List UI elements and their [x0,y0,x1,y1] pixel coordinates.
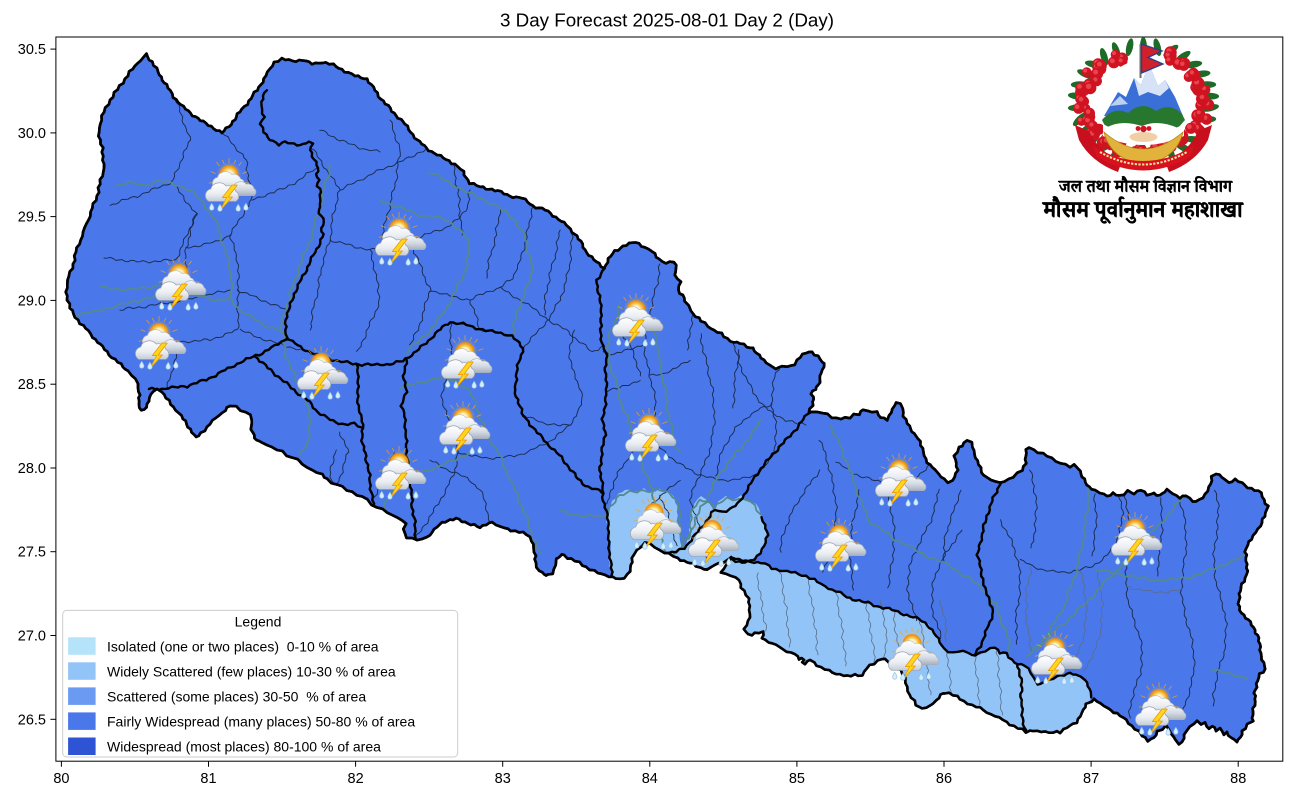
svg-text:83: 83 [495,771,511,787]
svg-text:81: 81 [200,771,216,787]
svg-text:82: 82 [348,771,364,787]
svg-text:29.0: 29.0 [18,293,46,309]
svg-text:88: 88 [1230,771,1246,787]
svg-text:28.0: 28.0 [18,461,46,477]
svg-text:87: 87 [1083,771,1099,787]
svg-text:Fairly Widespread (many places: Fairly Widespread (many places) 50-80 % … [107,714,415,730]
svg-text:85: 85 [789,771,805,787]
svg-text:86: 86 [936,771,952,787]
svg-text:30.0: 30.0 [18,126,46,142]
svg-text:27.5: 27.5 [18,545,46,561]
svg-text:Isolated (one or two places): Isolated (one or two places) 0-10 % of a… [107,639,379,655]
svg-text:30.5: 30.5 [18,42,46,58]
svg-text:Legend: Legend [235,614,282,630]
svg-text:29.5: 29.5 [18,210,46,226]
svg-text:27.0: 27.0 [18,629,46,645]
svg-text:80: 80 [53,771,69,787]
svg-text:84: 84 [642,771,658,787]
svg-text:Widespread (most places) 80-10: Widespread (most places) 80-100 % of are… [107,739,381,755]
svg-text:28.5: 28.5 [18,377,46,393]
svg-text:Widely Scattered (few places): Widely Scattered (few places) 10-30 % of… [107,664,396,680]
svg-text:26.5: 26.5 [18,712,46,728]
svg-text:Scattered (some places) 30-50: Scattered (some places) 30-50 % of area [107,689,366,705]
svg-text:3 Day Forecast 2025-08-01 Day: 3 Day Forecast 2025-08-01 Day 2 (Day) [500,10,834,31]
